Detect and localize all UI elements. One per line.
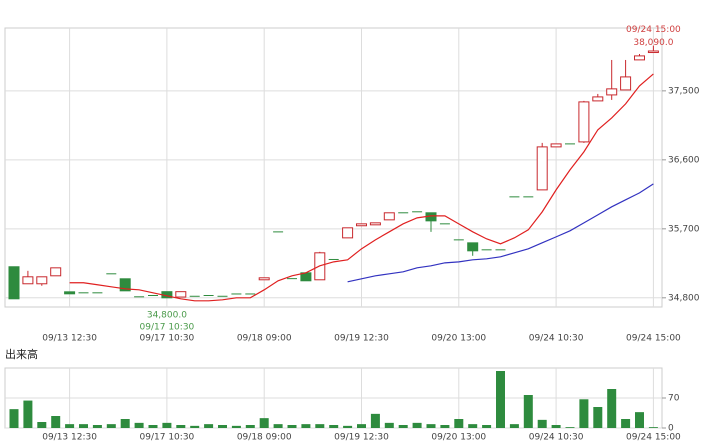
volume-bar bbox=[259, 418, 269, 428]
volume-bar bbox=[9, 409, 19, 428]
x-tick-label: 09/20 13:00 bbox=[431, 334, 486, 344]
volume-bar bbox=[231, 425, 241, 428]
volume-bar bbox=[343, 425, 353, 428]
candle-body bbox=[606, 88, 618, 96]
volume-bar bbox=[134, 422, 144, 428]
volume-bar bbox=[523, 395, 533, 428]
volume-bar bbox=[23, 400, 33, 428]
moving-average-line bbox=[69, 73, 654, 302]
volume-bar bbox=[551, 425, 561, 428]
x-tick-label: 09/17 10:30 bbox=[140, 433, 195, 443]
volume-bar bbox=[204, 424, 214, 428]
volume-bar bbox=[621, 419, 631, 428]
candle-body bbox=[36, 276, 48, 285]
candle-body bbox=[467, 242, 479, 252]
volume-bar bbox=[329, 425, 339, 428]
max-label: 38,090.0 bbox=[633, 38, 673, 48]
x-tick-label: 09/20 13:00 bbox=[431, 433, 486, 443]
x-tick-label: 09/18 09:00 bbox=[237, 334, 292, 344]
min-label: 34,800.0 bbox=[147, 310, 187, 320]
y-tick-label: 35,700 bbox=[668, 224, 700, 234]
volume-bar bbox=[454, 419, 464, 428]
x-tick-label: 09/17 10:30 bbox=[140, 334, 195, 344]
volume-bar bbox=[176, 425, 186, 428]
volume-bar bbox=[370, 413, 380, 428]
volume-bar bbox=[79, 424, 88, 428]
volume-bar bbox=[218, 425, 227, 428]
x-tick-label: 09/24 15:00 bbox=[626, 334, 681, 344]
x-tick-label: 09/13 12:30 bbox=[42, 433, 97, 443]
volume-bar bbox=[190, 425, 200, 428]
volume-bar bbox=[607, 389, 617, 428]
x-tick-label: 09/24 10:30 bbox=[529, 334, 584, 344]
max-date: 09/24 15:00 bbox=[626, 25, 681, 35]
y-tick-label: 37,500 bbox=[668, 86, 700, 96]
candle-body bbox=[578, 101, 590, 143]
x-tick-label: 09/19 12:30 bbox=[334, 334, 389, 344]
volume-bar bbox=[468, 424, 478, 428]
volume-bar bbox=[579, 399, 589, 428]
volume-bar bbox=[496, 371, 505, 428]
candle-body bbox=[620, 76, 632, 91]
volume-bar bbox=[482, 425, 492, 428]
volume-bar bbox=[384, 422, 394, 428]
volume-bar bbox=[301, 424, 311, 428]
volume-bar bbox=[51, 416, 61, 428]
volume-bar bbox=[398, 425, 408, 428]
candle-body bbox=[356, 223, 367, 227]
y-tick-label: 36,600 bbox=[668, 155, 700, 165]
volume-bar bbox=[565, 427, 575, 428]
volume-bar bbox=[162, 422, 172, 428]
volume-bar bbox=[245, 425, 255, 428]
volume-bar bbox=[65, 424, 75, 428]
candle-body bbox=[22, 276, 34, 285]
y-tick-label: 0 bbox=[668, 424, 674, 434]
volume-bar bbox=[287, 425, 297, 428]
volume-bar bbox=[315, 424, 325, 428]
volume-bar bbox=[537, 419, 547, 428]
candle-body bbox=[64, 291, 76, 295]
volume-bar bbox=[509, 424, 519, 428]
volume-bar bbox=[593, 407, 603, 428]
candle-body bbox=[634, 55, 645, 61]
candle-body bbox=[8, 266, 20, 300]
candle-body bbox=[550, 143, 562, 148]
volume-bar bbox=[148, 425, 158, 428]
x-tick-label: 09/24 15:00 bbox=[626, 433, 681, 443]
y-tick-label: 70 bbox=[668, 394, 680, 404]
moving-average-line bbox=[347, 183, 654, 283]
x-tick-label: 09/24 10:30 bbox=[529, 433, 584, 443]
volume-title: 出来高 bbox=[5, 347, 38, 361]
volume-bar bbox=[106, 424, 116, 428]
volume-bar bbox=[273, 424, 283, 428]
volume-bar bbox=[357, 424, 366, 428]
x-tick-label: 09/19 12:30 bbox=[334, 433, 389, 443]
candle-body bbox=[647, 50, 659, 54]
min-date: 09/17 10:30 bbox=[140, 322, 195, 332]
x-tick-label: 09/18 09:00 bbox=[237, 433, 292, 443]
x-tick-label: 09/13 12:30 bbox=[42, 334, 97, 344]
price-panel bbox=[4, 27, 663, 308]
volume-bar bbox=[440, 425, 450, 428]
candle-body bbox=[50, 267, 62, 277]
volume-bar bbox=[412, 422, 422, 428]
volume-bar bbox=[648, 427, 658, 428]
candle-body bbox=[119, 278, 131, 292]
candle-body bbox=[369, 222, 381, 226]
volume-bar bbox=[37, 422, 47, 428]
volume-bar bbox=[635, 412, 644, 428]
candle-body bbox=[175, 291, 187, 298]
candle-body bbox=[383, 212, 395, 221]
y-tick-label: 34,800 bbox=[668, 293, 700, 303]
candle-body bbox=[342, 227, 354, 239]
candle-body bbox=[258, 277, 270, 281]
volume-bar bbox=[92, 425, 102, 428]
candle-body bbox=[592, 96, 604, 102]
volume-bar bbox=[120, 419, 130, 428]
candle-body bbox=[536, 146, 548, 191]
volume-bar bbox=[426, 424, 436, 428]
